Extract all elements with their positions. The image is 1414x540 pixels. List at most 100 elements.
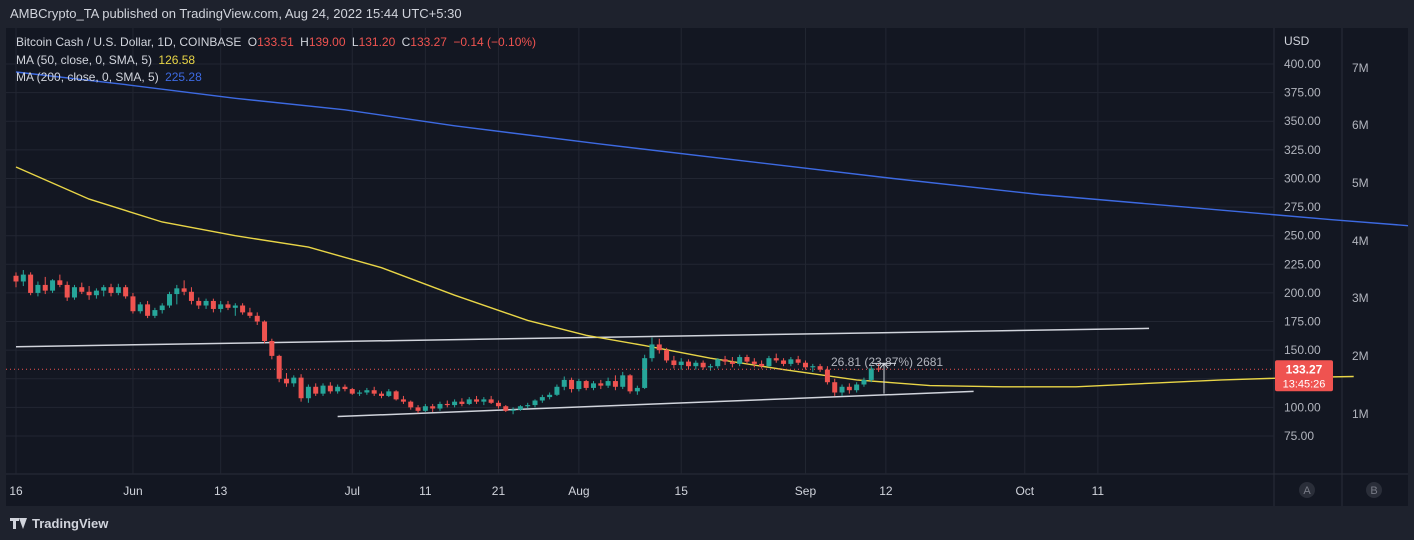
- candle: [781, 358, 787, 367]
- candle-body: [101, 287, 107, 291]
- trendline: [337, 390, 974, 418]
- candle: [620, 371, 626, 390]
- candle-body: [868, 368, 874, 380]
- time-axis[interactable]: 16 Jun 13 Jul 11 21 Aug 15 Sep 12 Oct 11 A B: [9, 482, 1382, 498]
- price-axis[interactable]: USD 400.00 375.00 350.00 325.00 300.00 275.00…: [1284, 34, 1321, 443]
- time-tick: 16: [9, 484, 23, 498]
- candle-body: [203, 300, 209, 306]
- candle: [152, 307, 158, 319]
- tradingview-logo[interactable]: TradingView: [10, 516, 108, 531]
- candle-body: [729, 361, 735, 364]
- candle: [824, 366, 830, 385]
- candle-body: [759, 363, 765, 367]
- legend-change: −0.14 (−0.10%): [453, 35, 536, 49]
- legend-ma50-label: MA (50, close, 0, SMA, 5): [16, 53, 152, 67]
- last-price-marker: 133.27 13:45:26: [6, 360, 1333, 392]
- candle-body: [744, 357, 750, 362]
- candle-body: [357, 392, 363, 394]
- candle: [605, 377, 611, 388]
- candle-body: [50, 280, 56, 291]
- candle-body: [386, 391, 392, 396]
- candle: [656, 338, 662, 354]
- time-tick: 21: [492, 484, 506, 498]
- candle-body: [174, 288, 180, 295]
- ma200-line: [15, 71, 1414, 227]
- volume-axis: 7M 6M 5M 4M 3M 2M 1M: [1352, 61, 1369, 421]
- candle: [868, 366, 874, 383]
- chart-frame[interactable]: 7M 6M 5M 4M 3M 2M 1M 26.81 (23.87%) 2681 Bitco…: [6, 28, 1414, 506]
- legend-close: 133.27: [410, 35, 447, 49]
- time-tick: Sep: [795, 484, 817, 498]
- volume-tick: 1M: [1352, 407, 1369, 421]
- candle: [159, 303, 165, 314]
- axis-button-label: B: [1370, 485, 1377, 497]
- price-tick: 300.00: [1284, 171, 1321, 185]
- candle: [671, 355, 677, 369]
- price-tick: 100.00: [1284, 400, 1321, 414]
- candle-body: [693, 362, 699, 367]
- candle: [678, 358, 684, 370]
- price-tick: 325.00: [1284, 143, 1321, 157]
- candle-body: [86, 291, 92, 296]
- candle: [642, 354, 648, 390]
- candle-body: [247, 312, 253, 316]
- candle: [612, 375, 618, 391]
- candle-body: [620, 375, 626, 387]
- candle-body: [569, 379, 575, 390]
- candle-body: [93, 290, 99, 296]
- candle-body: [839, 386, 845, 393]
- time-tick: 11: [1092, 484, 1105, 498]
- candle-body: [700, 362, 706, 368]
- candle: [649, 337, 655, 362]
- candle: [137, 302, 143, 314]
- candle-body: [561, 379, 567, 387]
- candle-body: [28, 274, 34, 293]
- candle: [35, 281, 41, 297]
- candle-body: [196, 300, 202, 306]
- candle: [722, 355, 728, 366]
- candle-body: [20, 274, 26, 282]
- price-tick: 175.00: [1284, 315, 1321, 329]
- candle-body: [495, 402, 501, 407]
- candle: [459, 398, 465, 407]
- candle: [693, 360, 699, 370]
- legend-ma200-label: MA (200, close, 0, SMA, 5): [16, 70, 159, 84]
- candle-body: [832, 382, 838, 393]
- candle: [196, 297, 202, 309]
- candle-body: [276, 355, 282, 379]
- volume-tick: 5M: [1352, 176, 1369, 190]
- candle-body: [802, 362, 808, 368]
- axis-button-a[interactable]: [1299, 482, 1315, 498]
- candle: [802, 360, 808, 370]
- candle: [349, 387, 355, 395]
- legend-open: 133.51: [257, 35, 294, 49]
- candle-body: [291, 377, 297, 384]
- candle-body: [795, 359, 801, 363]
- price-range-measure[interactable]: 26.81 (23.87%) 2681: [831, 355, 943, 394]
- candle: [101, 284, 107, 297]
- legend-low-label: L: [352, 35, 359, 49]
- candle: [327, 382, 333, 394]
- candle-body: [320, 385, 326, 394]
- trendlines[interactable]: [15, 327, 1150, 418]
- candle-body: [254, 315, 260, 322]
- candle: [393, 390, 399, 401]
- candle: [20, 270, 26, 287]
- candle: [254, 312, 260, 325]
- legend-ma200-value: 225.28: [165, 70, 202, 84]
- legend-close-label: C: [402, 35, 411, 49]
- candle: [846, 383, 852, 394]
- candle: [554, 384, 560, 396]
- candle-body: [108, 287, 114, 293]
- candle: [364, 387, 370, 395]
- price-chart[interactable]: 7M 6M 5M 4M 3M 2M 1M 26.81 (23.87%) 2681 Bitco…: [6, 28, 1414, 506]
- price-axis-currency: USD: [1284, 34, 1310, 48]
- candle: [503, 405, 509, 412]
- tradingview-brand: TradingView: [32, 516, 109, 531]
- legend-ma50: MA (50, close, 0, SMA, 5) 126.58: [16, 53, 195, 67]
- price-tick: 275.00: [1284, 200, 1321, 214]
- candle: [320, 383, 326, 396]
- axis-button-b[interactable]: [1366, 482, 1382, 498]
- candle: [627, 374, 633, 394]
- candle-body: [269, 340, 275, 356]
